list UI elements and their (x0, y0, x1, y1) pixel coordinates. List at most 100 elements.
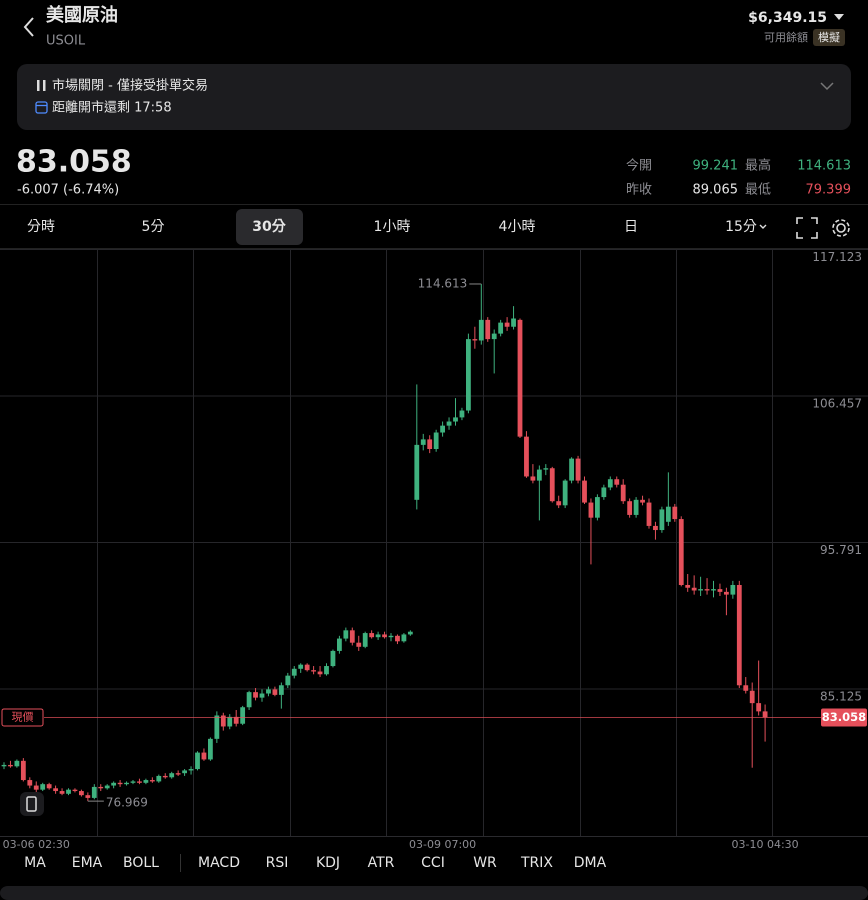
stat-label: 昨收 (626, 183, 652, 198)
candle-body (607, 479, 613, 488)
candle-body (317, 671, 323, 675)
interval-tab[interactable]: 5分 (142, 219, 165, 235)
candle-body (711, 589, 716, 591)
balance-label: 可用餘額 (764, 30, 808, 44)
settings-button[interactable] (832, 219, 850, 237)
candle-body (79, 791, 84, 796)
candle-body (698, 589, 703, 591)
indicator[interactable]: KDJ (316, 855, 340, 871)
interval-tab[interactable]: 分時 (27, 219, 55, 235)
candle-body (14, 760, 20, 767)
interval-tabs: 分時 5分 30分 1小時 4小時 日 15分 (27, 209, 757, 245)
candle-body (20, 760, 26, 781)
stat-label: 最高 (745, 158, 771, 174)
fullscreen-button[interactable] (796, 217, 818, 239)
candle-body (259, 693, 265, 698)
candle-body (401, 634, 407, 642)
interval-tab[interactable]: 4小時 (499, 219, 536, 235)
account-balance[interactable]: $6,349.15 (748, 10, 827, 26)
mode-badge (813, 29, 845, 46)
indicator[interactable]: TRIX (520, 855, 553, 871)
candle-body (395, 635, 400, 642)
candle-body (736, 584, 742, 686)
indicator[interactable]: MACD (198, 855, 240, 871)
candle-body (524, 436, 529, 477)
rotate-button[interactable] (20, 792, 44, 816)
candle-body (182, 770, 187, 774)
settings-button[interactable] (836, 223, 846, 233)
y-tick-label: 106.457 (812, 397, 862, 411)
indicator[interactable]: CCI (421, 855, 445, 871)
candle-body (640, 499, 645, 503)
candle-body (343, 630, 349, 639)
candle-body (691, 587, 697, 591)
indicator[interactable]: DMA (574, 855, 607, 871)
current-label-box (1, 708, 44, 727)
candle-body (717, 589, 723, 592)
balance-dropdown[interactable] (834, 14, 844, 20)
candle-body (156, 775, 162, 782)
candle-body (491, 333, 497, 340)
indicator[interactable]: EMA (72, 855, 103, 871)
candle-body (169, 773, 175, 778)
interval-tab[interactable]: 日 (624, 219, 638, 235)
indicator[interactable]: ATR (368, 855, 395, 871)
candle-body (582, 480, 587, 503)
candle-body (162, 775, 168, 778)
candle-body (8, 764, 13, 767)
candle-body (59, 791, 65, 794)
low-label: 76.969 (106, 796, 148, 810)
back-button[interactable] (23, 17, 34, 37)
candle-body (485, 319, 491, 340)
indicator[interactable]: RSI (266, 855, 289, 871)
banner-expand[interactable] (820, 82, 834, 91)
candle-body (388, 635, 394, 638)
interval-tab[interactable]: 15分 (725, 219, 757, 235)
candle-body (466, 339, 471, 411)
candle-body (517, 319, 523, 437)
candle-body (575, 458, 581, 481)
stat-value: 99.241 (693, 159, 739, 174)
candle-body (124, 782, 129, 785)
candle-body (214, 715, 220, 739)
candle-body (730, 584, 736, 595)
candlestick-chart: 117.123 106.457 95.791 85.125 03-06 02:30 03-… (0, 249, 868, 851)
candle-body (530, 476, 536, 481)
candle-body (543, 468, 549, 470)
interval-dropdown[interactable] (759, 224, 767, 229)
interval-tab[interactable]: 1小時 (374, 219, 411, 235)
candle-body (278, 685, 284, 695)
indicator[interactable]: WR (473, 855, 497, 871)
price-change: -6.007 (-6.74%) (17, 183, 119, 198)
candle-body (266, 689, 271, 694)
current-price-label: 83.058 (822, 710, 866, 724)
candle-body (420, 439, 426, 445)
indicator[interactable]: MA (24, 855, 46, 871)
candle-body (349, 630, 355, 643)
candle-body (433, 432, 439, 449)
candle-body (446, 421, 452, 426)
candle-body (246, 692, 252, 708)
interval-tab[interactable]: 30分 (252, 218, 286, 235)
candle-body (407, 631, 413, 635)
indicator-bar: MA EMA BOLL MACD RSI KDJ ATR CCI WR TRIX DMA (24, 855, 606, 871)
candle-body (304, 664, 310, 671)
candle-body (85, 795, 91, 798)
y-tick-label: 85.125 (820, 690, 862, 704)
candle-body (149, 780, 155, 782)
candle-body (311, 670, 316, 672)
indicator[interactable]: BOLL (123, 855, 159, 871)
candle-body (478, 319, 484, 341)
candle-body (498, 322, 504, 334)
market-status: 市場關閉 - 僅接受掛單交易 (52, 78, 208, 94)
candle-body (646, 502, 652, 526)
candle-body (653, 525, 658, 531)
candle-body (91, 786, 97, 798)
candle-body (724, 591, 729, 595)
candle-body (130, 781, 136, 783)
candle-body (749, 690, 755, 704)
market-countdown: 距離開市還剩 17:58 (52, 100, 172, 116)
pause-icon (43, 80, 46, 91)
